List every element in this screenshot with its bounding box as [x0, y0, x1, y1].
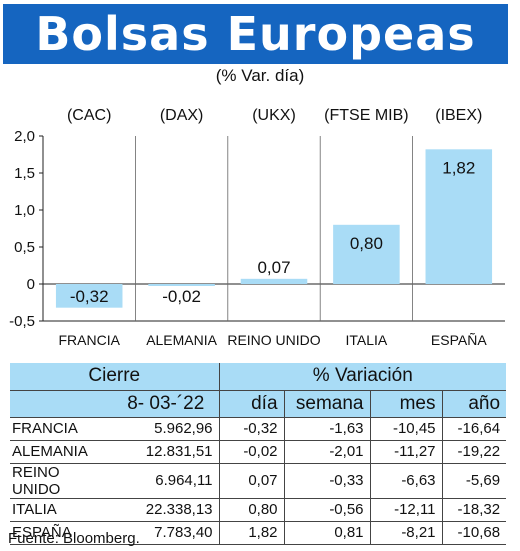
data-label: -0,02 — [162, 287, 201, 306]
y-tick-label: -0,5 — [9, 313, 35, 330]
row-dia: 0,80 — [219, 498, 285, 522]
row-dia: 0,07 — [219, 463, 285, 499]
y-tick-label: 1,0 — [14, 202, 35, 219]
row-mes: -10,45 — [370, 416, 443, 441]
header-variacion: % Variación — [219, 363, 507, 391]
row-cierre: 6.964,11 — [113, 463, 220, 499]
data-label: 0,80 — [350, 234, 383, 253]
row-ano: -10,68 — [442, 521, 507, 545]
data-label: -0,32 — [70, 287, 109, 306]
y-tick-label: 2,0 — [14, 128, 35, 145]
x-tick-label: ITALIA — [346, 332, 388, 348]
row-name: REINO UNIDO — [10, 463, 113, 499]
row-name: ITALIA — [10, 498, 113, 522]
bar — [55, 284, 123, 308]
bar — [425, 149, 493, 284]
header-cierre: Cierre — [10, 363, 220, 391]
row-name: FRANCIA — [10, 416, 113, 441]
row-name: ALEMANIA — [10, 440, 113, 464]
data-label: 1,82 — [442, 158, 475, 177]
index-label: (IBEX) — [435, 107, 482, 124]
table-row: REINO UNIDO 6.964,11 0,07 -0,33 -6,63 -5… — [10, 463, 507, 499]
header-empty — [10, 390, 113, 417]
header-ano: año — [468, 392, 501, 414]
table-subheader-row: 8- 03-´22 día semana mes año — [10, 390, 507, 417]
row-dia: 1,82 — [219, 521, 285, 545]
bar-chart-svg: 2,0 1,5 1,0 0,5 0 -0,5 -0,32 (CAC) FRANCIA -0,02 (… — [9, 107, 505, 348]
row-mes: -6,63 — [370, 463, 443, 499]
bar-chart: 2,0 1,5 1,0 0,5 0 -0,5 -0,32 (CAC) FRANCIA -0,02 (… — [0, 98, 520, 360]
row-dia: -0,32 — [219, 416, 285, 441]
y-tick-label: 0,5 — [14, 239, 35, 256]
index-label: (CAC) — [67, 107, 111, 124]
header-dia: día — [219, 390, 285, 417]
y-tick-label: 1,5 — [14, 165, 35, 182]
row-cierre: 7.783,40 — [113, 521, 220, 545]
row-ano: -19,22 — [442, 440, 507, 464]
header-semana: semana — [284, 390, 371, 417]
row-cierre: 5.962,96 — [113, 416, 220, 441]
bar — [240, 278, 308, 284]
row-ano: -5,69 — [442, 463, 507, 499]
y-tick-label: 0 — [27, 276, 35, 293]
row-cierre: 22.338,13 — [113, 498, 220, 522]
x-tick-label: ESPAÑA — [431, 332, 487, 348]
title-banner: Bolsas Europeas — [3, 4, 508, 64]
x-tick-label: FRANCIA — [58, 332, 120, 348]
row-semana: -0,56 — [284, 498, 371, 522]
row-mes: -11,27 — [370, 440, 443, 464]
row-mes: -12,11 — [370, 498, 443, 522]
table-row: ALEMANIA 12.831,51 -0,02 -2,01 -11,27 -1… — [10, 440, 507, 464]
row-semana: -1,63 — [284, 416, 371, 441]
table-header-row: Cierre % Variación — [10, 363, 507, 391]
table-row: FRANCIA 5.962,96 -0,32 -1,63 -10,45 -16,… — [10, 416, 507, 441]
x-tick-label: ALEMANIA — [146, 332, 217, 348]
index-label: (FTSE MIB) — [324, 107, 408, 124]
chart-subtitle: (% Var. día) — [215, 66, 305, 85]
row-name: ESPAÑA — [10, 521, 113, 545]
page-title: Bolsas Europeas — [35, 7, 476, 61]
row-cierre: 12.831,51 — [113, 440, 220, 464]
index-label: (DAX) — [160, 107, 204, 124]
x-tick-label: REINO UNIDO — [227, 332, 320, 348]
bar — [333, 224, 400, 284]
row-dia: -0,02 — [219, 440, 285, 464]
table-row: ESPAÑA 7.783,40 1,82 0,81 -8,21 -10,68 — [10, 521, 507, 545]
data-label: 0,07 — [257, 258, 290, 277]
header-date: 8- 03-´22 — [113, 390, 220, 417]
source-note: Fuente: Bloomberg. — [8, 530, 140, 547]
row-mes: -8,21 — [370, 521, 443, 545]
row-ano: -18,32 — [442, 498, 507, 522]
index-label: (UKX) — [252, 107, 296, 124]
row-ano: -16,64 — [442, 416, 507, 441]
table-row: ITALIA 22.338,13 0,80 -0,56 -12,11 -18,3… — [10, 498, 507, 522]
row-semana: -0,33 — [284, 463, 371, 499]
data-table-wrap: Cierre % Variación 8- 03-´22 día semana … — [10, 363, 507, 545]
row-semana: -2,01 — [284, 440, 371, 464]
header-mes: mes — [370, 390, 443, 417]
row-semana: 0,81 — [284, 521, 371, 545]
bar — [148, 284, 215, 286]
data-table: Cierre % Variación 8- 03-´22 día semana … — [10, 363, 507, 545]
